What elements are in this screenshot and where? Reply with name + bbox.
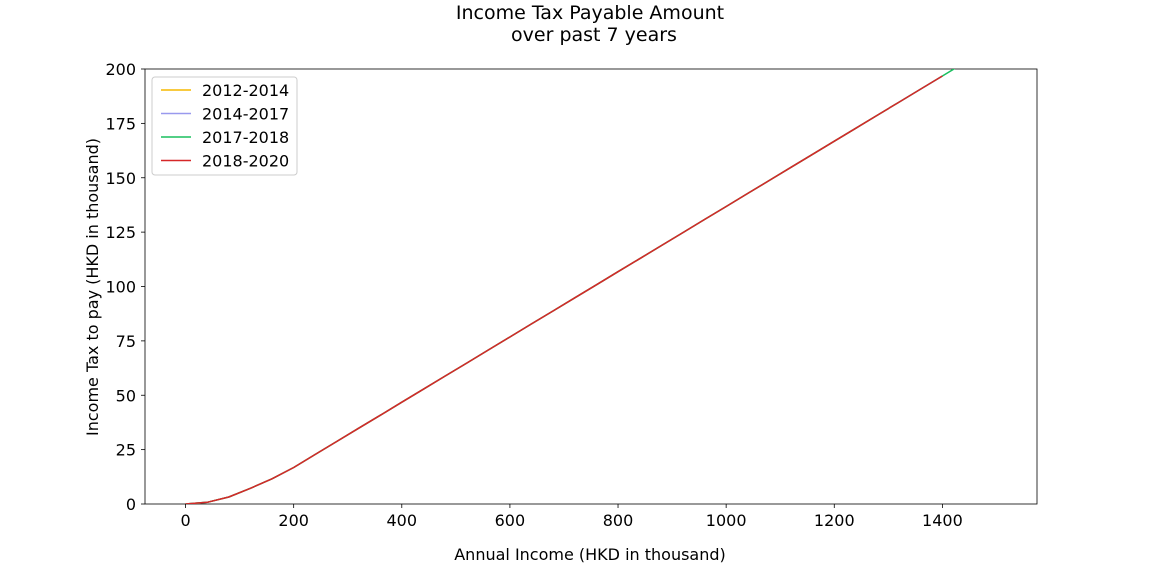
series-line-2014-2017 [185,75,943,504]
x-tick-label: 400 [387,511,418,530]
y-tick-label: 0 [126,495,136,514]
y-axis-label: Income Tax to pay (HKD in thousand) [83,138,102,436]
legend-label: 2012-2014 [202,81,289,100]
y-tick-label: 75 [116,332,136,351]
x-tick-label: 800 [603,511,634,530]
y-tick-label: 25 [116,441,136,460]
series-lines [185,69,956,504]
y-axis: 0 25 50 75 100 125 150 175 200 [105,60,145,514]
x-tick-label: 600 [495,511,526,530]
x-tick-label: 200 [278,511,309,530]
legend-label: 2014-2017 [202,105,289,124]
series-line-2018-2020 [185,75,943,504]
x-tick-label: 0 [180,511,190,530]
legend-box [151,76,298,176]
y-tick-label: 150 [105,169,136,188]
y-tick-label: 175 [105,114,136,133]
chart-subtitle: over past 7 years [511,24,677,46]
x-tick-label: 1200 [814,511,855,530]
x-tick-label: 1400 [922,511,963,530]
x-axis-label: Annual Income (HKD in thousand) [454,545,726,564]
series-line-2017-2018 [185,69,956,504]
legend-label: 2017-2018 [202,128,289,147]
legend: 2012-2014 2014-2017 2017-2018 2018-2020 [151,76,298,176]
y-tick-label: 50 [116,386,136,405]
y-tick-label: 125 [105,223,136,242]
legend-label: 2018-2020 [202,152,289,171]
y-tick-label: 200 [105,60,136,79]
y-tick-label: 100 [105,278,136,297]
x-axis: 0 200 400 600 800 1000 1200 1400 [180,504,963,530]
chart-title: Income Tax Payable Amount [456,2,724,24]
x-tick-label: 1000 [706,511,747,530]
